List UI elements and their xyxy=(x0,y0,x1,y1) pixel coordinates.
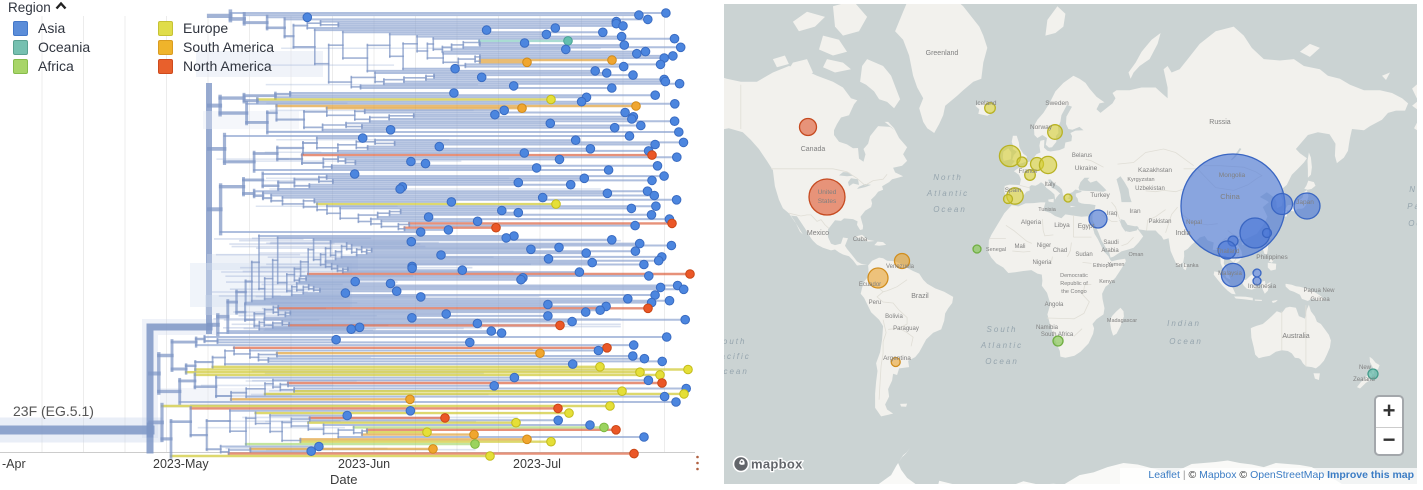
svg-text:Pacific: Pacific xyxy=(1407,202,1417,211)
svg-text:Arabia: Arabia xyxy=(1101,248,1119,254)
svg-text:Spain: Spain xyxy=(1005,187,1022,194)
svg-text:Cuba: Cuba xyxy=(853,237,868,243)
svg-text:United: United xyxy=(818,189,837,196)
svg-text:Senegal: Senegal xyxy=(986,247,1006,253)
svg-text:Paraguay: Paraguay xyxy=(893,326,919,332)
svg-text:Ocean: Ocean xyxy=(1408,219,1417,228)
svg-text:Philippines: Philippines xyxy=(1256,254,1288,261)
svg-text:Chad: Chad xyxy=(1053,248,1067,254)
svg-text:Republic of: Republic of xyxy=(1060,281,1088,287)
svg-text:Ocean: Ocean xyxy=(933,205,967,214)
svg-text:Australia: Australia xyxy=(1282,333,1309,340)
svg-text:Pacific: Pacific xyxy=(724,352,751,361)
svg-text:Kenya: Kenya xyxy=(1099,279,1116,285)
svg-text:Italy: Italy xyxy=(1044,182,1055,188)
svg-text:Atlantic: Atlantic xyxy=(926,189,969,198)
svg-text:Zealand: Zealand xyxy=(1353,377,1375,383)
svg-text:Libya: Libya xyxy=(1054,222,1070,229)
svg-text:States: States xyxy=(818,198,837,205)
svg-text:the Congo: the Congo xyxy=(1061,289,1086,295)
svg-text:Brazil: Brazil xyxy=(911,293,929,300)
svg-text:South Africa: South Africa xyxy=(1041,332,1074,338)
svg-text:Ocean: Ocean xyxy=(724,367,749,376)
svg-text:South: South xyxy=(987,325,1018,334)
svg-text:Japan: Japan xyxy=(1296,199,1314,206)
svg-text:Ocean: Ocean xyxy=(1169,337,1203,346)
svg-text:Turkey: Turkey xyxy=(1090,192,1110,199)
svg-text:Bolivia: Bolivia xyxy=(885,314,903,320)
svg-text:Namibia: Namibia xyxy=(1036,325,1059,331)
svg-text:Madagascar: Madagascar xyxy=(1107,318,1137,324)
svg-text:Kyrgyzstan: Kyrgyzstan xyxy=(1127,177,1154,183)
svg-text:Atlantic: Atlantic xyxy=(980,341,1023,350)
svg-text:Mongolia: Mongolia xyxy=(1219,172,1246,179)
svg-text:Iceland: Iceland xyxy=(976,100,997,107)
svg-text:Oman: Oman xyxy=(1129,252,1144,258)
svg-text:Mali: Mali xyxy=(1014,244,1025,250)
svg-text:Iran: Iran xyxy=(1129,208,1141,215)
svg-text:Venezuela: Venezuela xyxy=(886,264,915,270)
svg-text:China: China xyxy=(1220,192,1240,201)
svg-text:Ocean: Ocean xyxy=(985,357,1019,366)
svg-text:South: South xyxy=(724,337,746,346)
svg-text:Greenland: Greenland xyxy=(926,50,959,57)
svg-text:Saudi: Saudi xyxy=(1103,240,1118,246)
svg-text:Nepal: Nepal xyxy=(1186,220,1202,226)
svg-text:Kazakhstan: Kazakhstan xyxy=(1138,167,1172,174)
svg-text:Argentina: Argentina xyxy=(883,355,911,362)
svg-text:Ukraine: Ukraine xyxy=(1075,165,1098,172)
svg-text:Ethiopia: Ethiopia xyxy=(1093,263,1114,269)
svg-text:Papua New: Papua New xyxy=(1303,288,1335,294)
svg-text:North: North xyxy=(1409,185,1417,194)
svg-text:Malaysia: Malaysia xyxy=(1218,271,1242,277)
svg-text:Uzbekistan: Uzbekistan xyxy=(1135,186,1165,192)
svg-text:Guinea: Guinea xyxy=(1310,297,1330,303)
svg-text:Tunisia: Tunisia xyxy=(1038,207,1056,213)
svg-text:Belarus: Belarus xyxy=(1072,153,1092,159)
svg-text:Norway: Norway xyxy=(1030,124,1053,131)
svg-text:Iraq: Iraq xyxy=(1107,211,1117,217)
svg-text:Angola: Angola xyxy=(1045,302,1064,308)
svg-text:Indian: Indian xyxy=(1167,319,1201,328)
svg-text:Pakistan: Pakistan xyxy=(1148,219,1171,225)
svg-text:Democratic: Democratic xyxy=(1060,273,1088,279)
svg-text:Russia: Russia xyxy=(1209,119,1231,126)
svg-text:Yemen: Yemen xyxy=(1108,262,1125,268)
svg-text:Thailand: Thailand xyxy=(1216,249,1239,255)
svg-text:Sri Lanka: Sri Lanka xyxy=(1175,263,1199,269)
svg-text:Sweden: Sweden xyxy=(1045,100,1069,107)
svg-text:India: India xyxy=(1175,230,1190,237)
svg-text:mapbox: mapbox xyxy=(751,457,803,472)
svg-text:Canada: Canada xyxy=(801,146,826,153)
svg-text:Indonesia: Indonesia xyxy=(1248,283,1277,290)
svg-text:France: France xyxy=(1019,169,1038,175)
svg-text:Algeria: Algeria xyxy=(1021,219,1042,226)
svg-text:Egypt: Egypt xyxy=(1078,223,1095,230)
svg-text:Peru: Peru xyxy=(869,300,882,306)
svg-text:Niger: Niger xyxy=(1037,243,1051,249)
svg-text:North: North xyxy=(933,173,963,182)
svg-text:New: New xyxy=(1359,365,1372,371)
svg-text:Mexico: Mexico xyxy=(807,230,829,237)
svg-text:Nigeria: Nigeria xyxy=(1032,260,1052,266)
svg-text:Sudan: Sudan xyxy=(1075,252,1092,258)
svg-text:Ecuador: Ecuador xyxy=(859,282,881,288)
